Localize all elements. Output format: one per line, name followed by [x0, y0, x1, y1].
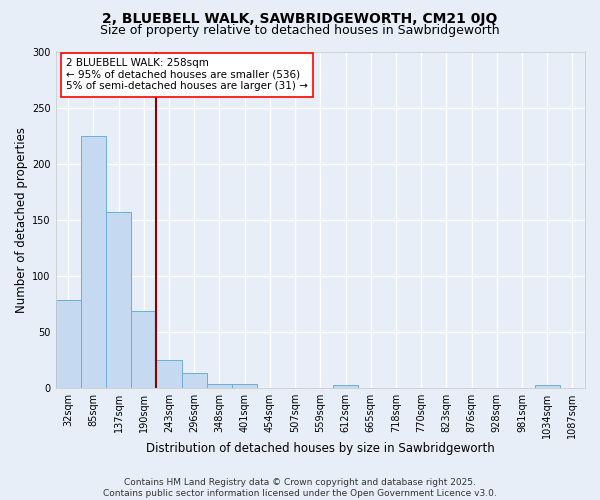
Y-axis label: Number of detached properties: Number of detached properties: [15, 126, 28, 312]
Bar: [56, 300, 81, 388]
Bar: [157, 360, 182, 388]
Text: 2, BLUEBELL WALK, SAWBRIDGEWORTH, CM21 0JQ: 2, BLUEBELL WALK, SAWBRIDGEWORTH, CM21 0…: [103, 12, 497, 26]
Bar: [182, 373, 207, 388]
Bar: [131, 312, 157, 388]
Text: 2 BLUEBELL WALK: 258sqm
← 95% of detached houses are smaller (536)
5% of semi-de: 2 BLUEBELL WALK: 258sqm ← 95% of detache…: [66, 58, 308, 92]
X-axis label: Distribution of detached houses by size in Sawbridgeworth: Distribution of detached houses by size …: [146, 442, 495, 455]
Bar: [232, 384, 257, 388]
Bar: [81, 136, 106, 388]
Text: Contains HM Land Registry data © Crown copyright and database right 2025.
Contai: Contains HM Land Registry data © Crown c…: [103, 478, 497, 498]
Bar: [207, 384, 232, 388]
Text: Size of property relative to detached houses in Sawbridgeworth: Size of property relative to detached ho…: [100, 24, 500, 37]
Bar: [106, 212, 131, 388]
Bar: [333, 386, 358, 388]
Bar: [535, 386, 560, 388]
